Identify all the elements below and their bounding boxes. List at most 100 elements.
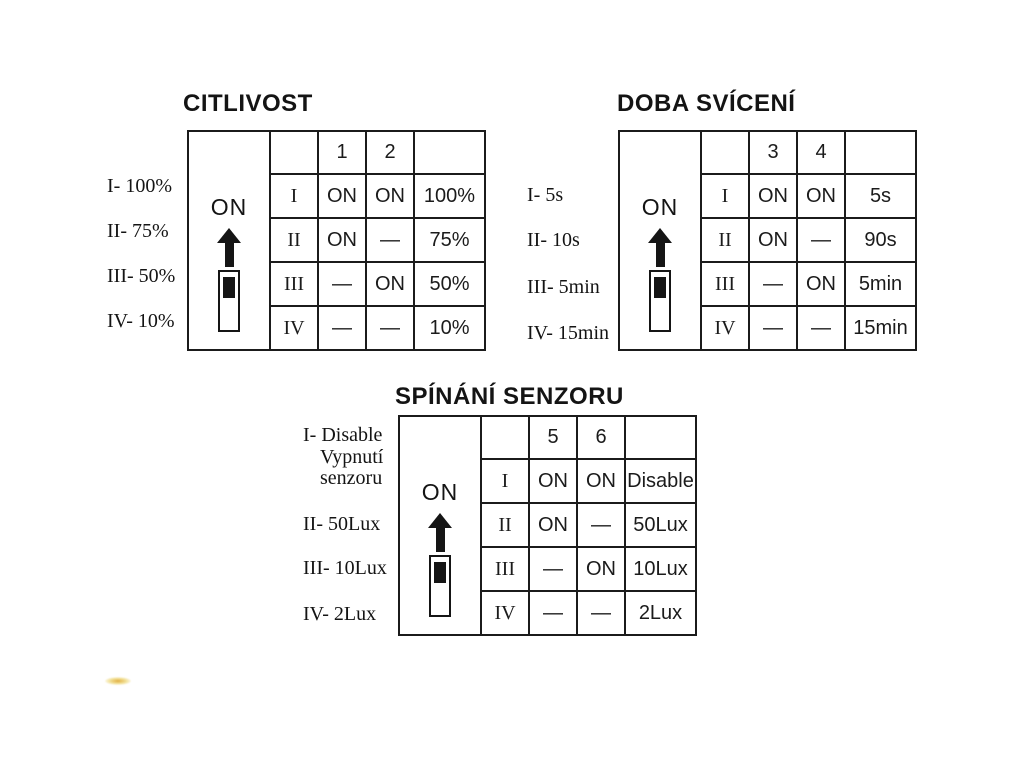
on-label: ON xyxy=(421,478,459,505)
col-number: 5 xyxy=(528,415,578,460)
value-cell: 10Lux xyxy=(624,546,697,592)
row-label-cell: III xyxy=(269,261,319,307)
switch-cell: ON xyxy=(618,130,702,351)
corner-cell xyxy=(480,415,530,460)
panel-title-spinani-senzoru: SPÍNÁNÍ SENZORU xyxy=(395,383,624,410)
switch2-state-cell: ON xyxy=(796,173,846,219)
row-label-cell: III xyxy=(480,546,530,592)
legend-item: I- 100% xyxy=(107,175,172,197)
dip-table-spinani-senzoru: ON 5 6 I ON ON Disable II ON — 50Lux III… xyxy=(398,415,697,636)
col-number: 4 xyxy=(796,130,846,175)
col-number: 6 xyxy=(576,415,626,460)
switch1-state-cell: — xyxy=(528,546,578,592)
row-label-cell: III xyxy=(700,261,750,307)
value-cell: 90s xyxy=(844,217,917,263)
switch-knob xyxy=(434,561,446,583)
value-header-cell xyxy=(624,415,697,460)
table-row: III — ON 50% xyxy=(188,261,486,307)
value-cell: 10% xyxy=(413,305,486,351)
value-cell: 75% xyxy=(413,217,486,263)
dip-switch-graphic: ON xyxy=(401,435,479,617)
legend-item: III- 50% xyxy=(107,265,176,287)
legend-item: IV- 10% xyxy=(107,310,175,332)
legend-item: I- Disable xyxy=(303,424,383,446)
row-label-cell: I xyxy=(269,173,319,219)
switch1-state-cell: — xyxy=(748,261,798,307)
switch1-state-cell: — xyxy=(748,305,798,351)
switch1-state-cell: ON xyxy=(528,502,578,548)
row-label-cell: IV xyxy=(480,590,530,636)
legend-item: IV- 15min xyxy=(527,322,610,344)
value-cell: 2Lux xyxy=(624,590,697,636)
corner-cell xyxy=(269,130,319,175)
row-label-cell: II xyxy=(480,502,530,548)
dip-switch-graphic: ON xyxy=(621,150,699,332)
legend-item-subline: Vypnutí xyxy=(320,446,384,468)
legend-item: III- 10Lux xyxy=(303,557,387,579)
switch2-state-cell: ON xyxy=(365,173,415,219)
switch2-state-cell: ON xyxy=(576,546,626,592)
legend-item: III- 5min xyxy=(527,276,600,298)
switch2-state-cell: ON xyxy=(796,261,846,307)
switch1-state-cell: — xyxy=(528,590,578,636)
row-label-cell: II xyxy=(269,217,319,263)
table-row: III — ON 5min xyxy=(619,261,917,307)
table-row: I ON ON Disable xyxy=(399,458,697,504)
corner-cell xyxy=(700,130,750,175)
dip-switch-icon xyxy=(429,554,451,617)
table-row: I ON ON 5s xyxy=(619,173,917,219)
up-arrow-shaft xyxy=(224,242,234,267)
value-cell: 50Lux xyxy=(624,502,697,548)
table-row: IV — — 15min xyxy=(619,305,917,351)
panel-title-citlivost: CITLIVOST xyxy=(183,90,313,117)
scan-artifact-mark xyxy=(105,677,131,685)
switch2-state-cell: — xyxy=(796,305,846,351)
on-label: ON xyxy=(641,193,679,220)
switch2-state-cell: — xyxy=(576,502,626,548)
switch-cell: ON xyxy=(187,130,271,351)
up-arrow-icon xyxy=(648,227,672,243)
dip-switch-graphic: ON xyxy=(190,150,268,332)
table-row: III — ON 10Lux xyxy=(399,546,697,592)
dip-switch-icon xyxy=(218,269,240,332)
value-cell: Disable xyxy=(624,458,697,504)
switch2-state-cell: — xyxy=(576,590,626,636)
switch-knob xyxy=(654,276,666,298)
dip-table-citlivost: ON 1 2 I ON ON 100% II ON — 75% III — ON… xyxy=(187,130,486,351)
table-row: II ON — 90s xyxy=(619,217,917,263)
value-header-cell xyxy=(844,130,917,175)
table-row: IV — — 2Lux xyxy=(399,590,697,636)
switch2-state-cell: ON xyxy=(576,458,626,504)
col-number: 3 xyxy=(748,130,798,175)
value-cell: 15min xyxy=(844,305,917,351)
switch1-state-cell: — xyxy=(317,261,367,307)
legend-item: I- 5s xyxy=(527,184,564,206)
legend-item: II- 50Lux xyxy=(303,513,381,535)
switch2-state-cell: ON xyxy=(365,261,415,307)
panel-title-doba-sviceni: DOBA SVÍCENÍ xyxy=(617,90,796,117)
switch-cell: ON xyxy=(398,415,482,636)
table-row: I ON ON 100% xyxy=(188,173,486,219)
switch1-state-cell: ON xyxy=(748,173,798,219)
table-row: II ON — 75% xyxy=(188,217,486,263)
on-label: ON xyxy=(210,193,248,220)
table-row: IV — — 10% xyxy=(188,305,486,351)
up-arrow-shaft xyxy=(435,527,445,552)
switch2-state-cell: — xyxy=(365,217,415,263)
legend-item-subline: senzoru xyxy=(320,467,383,489)
col-number: 2 xyxy=(365,130,415,175)
row-label-cell: I xyxy=(700,173,750,219)
switch2-state-cell: — xyxy=(796,217,846,263)
value-cell: 100% xyxy=(413,173,486,219)
switch1-state-cell: ON xyxy=(748,217,798,263)
table-row: II ON — 50Lux xyxy=(399,502,697,548)
row-label-cell: IV xyxy=(700,305,750,351)
dip-table-doba-sviceni: ON 3 4 I ON ON 5s II ON — 90s III — ON 5… xyxy=(618,130,917,351)
col-number: 1 xyxy=(317,130,367,175)
value-header-cell xyxy=(413,130,486,175)
switch2-state-cell: — xyxy=(365,305,415,351)
dip-switch-icon xyxy=(649,269,671,332)
row-label-cell: II xyxy=(700,217,750,263)
up-arrow-icon xyxy=(428,512,452,528)
legend-item: II- 75% xyxy=(107,220,169,242)
